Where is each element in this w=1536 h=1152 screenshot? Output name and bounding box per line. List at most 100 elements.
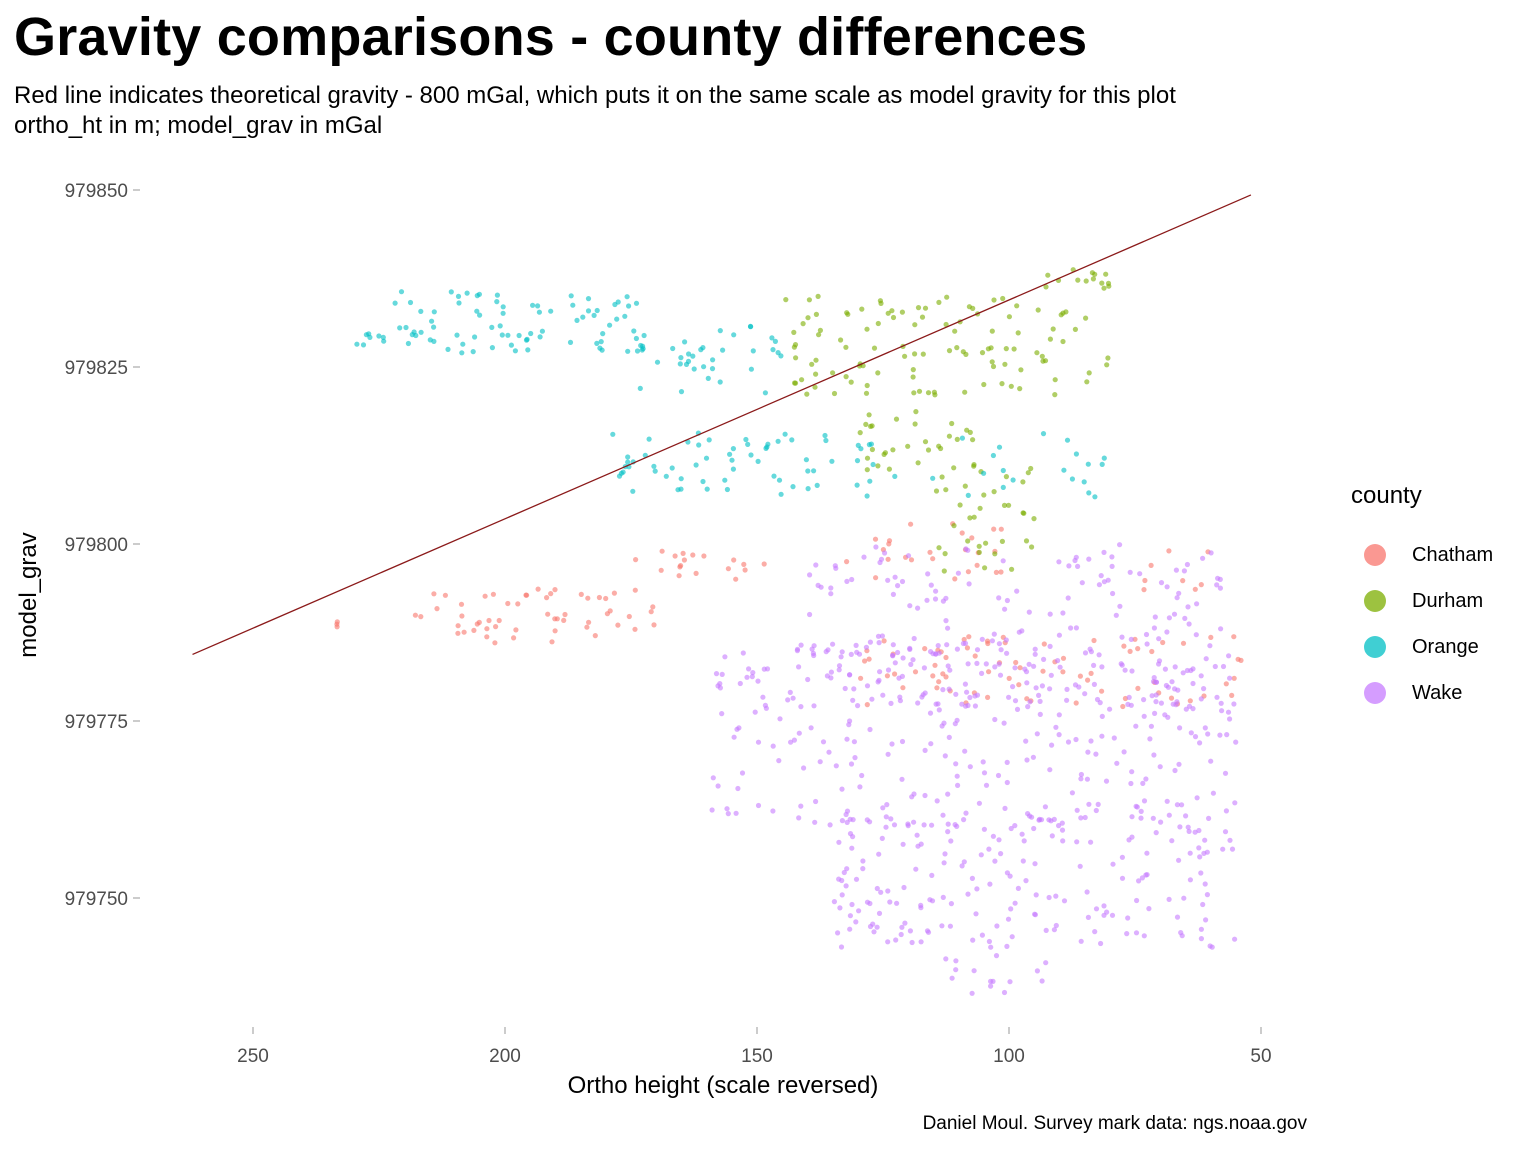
data-point-chatham bbox=[1006, 675, 1012, 682]
data-point-wake bbox=[1157, 764, 1163, 770]
data-point-orange bbox=[612, 301, 618, 308]
data-point-wake bbox=[1074, 839, 1080, 845]
data-point-wake bbox=[1049, 833, 1055, 839]
data-point-orange bbox=[625, 348, 631, 354]
data-point-chatham bbox=[1041, 641, 1047, 647]
data-point-durham bbox=[1045, 272, 1051, 278]
data-point-orange bbox=[729, 457, 735, 463]
data-point-chatham bbox=[733, 576, 739, 582]
data-point-orange bbox=[637, 385, 643, 391]
data-point-chatham bbox=[998, 526, 1004, 532]
data-point-wake bbox=[852, 755, 858, 761]
data-point-wake bbox=[1026, 609, 1032, 615]
data-point-wake bbox=[1134, 897, 1140, 904]
data-point-orange bbox=[663, 473, 669, 479]
data-point-wake bbox=[1222, 829, 1229, 835]
data-point-orange bbox=[731, 332, 737, 338]
legend-title: county bbox=[1351, 482, 1422, 509]
data-point-wake bbox=[901, 884, 907, 891]
data-point-wake bbox=[1016, 629, 1022, 635]
data-point-wake bbox=[1110, 861, 1116, 867]
data-point-wake bbox=[1202, 725, 1208, 731]
data-point-durham bbox=[857, 430, 863, 436]
data-point-wake bbox=[942, 851, 948, 857]
data-point-orange bbox=[854, 458, 861, 464]
data-point-durham bbox=[936, 443, 942, 449]
data-point-orange bbox=[722, 477, 728, 483]
data-point-orange bbox=[616, 473, 623, 479]
data-point-durham bbox=[843, 374, 849, 380]
data-point-wake bbox=[1065, 595, 1071, 601]
data-point-wake bbox=[752, 709, 758, 715]
data-point-orange bbox=[494, 292, 500, 298]
data-point-wake bbox=[1007, 979, 1013, 985]
data-point-wake bbox=[1121, 749, 1127, 755]
data-point-orange bbox=[568, 293, 574, 299]
data-point-wake bbox=[843, 883, 849, 889]
data-point-chatham bbox=[659, 548, 665, 554]
data-point-wake bbox=[839, 892, 845, 898]
data-point-wake bbox=[1107, 706, 1113, 712]
data-point-wake bbox=[1128, 780, 1134, 787]
data-point-orange bbox=[380, 334, 386, 340]
data-point-wake bbox=[929, 872, 935, 879]
series-chatham bbox=[334, 521, 1244, 710]
data-point-wake bbox=[1200, 555, 1206, 561]
data-point-chatham bbox=[680, 550, 686, 557]
data-point-durham bbox=[1021, 510, 1027, 516]
data-point-orange bbox=[409, 332, 415, 338]
data-point-orange bbox=[459, 350, 465, 356]
data-point-wake bbox=[878, 889, 884, 895]
data-point-wake bbox=[1001, 720, 1007, 726]
data-point-wake bbox=[918, 939, 924, 945]
data-point-wake bbox=[892, 574, 898, 580]
data-point-wake bbox=[972, 703, 979, 709]
data-point-wake bbox=[867, 726, 873, 733]
data-point-wake bbox=[842, 685, 848, 692]
data-point-wake bbox=[970, 937, 976, 943]
data-point-wake bbox=[1144, 850, 1150, 856]
data-point-wake bbox=[811, 703, 817, 709]
data-point-wake bbox=[1192, 829, 1198, 835]
data-point-chatham bbox=[965, 569, 972, 575]
data-point-wake bbox=[900, 841, 906, 847]
data-point-wake bbox=[996, 641, 1003, 647]
data-point-durham bbox=[1089, 270, 1095, 276]
data-point-wake bbox=[899, 578, 906, 585]
data-point-wake bbox=[1037, 711, 1043, 718]
data-point-orange bbox=[782, 431, 788, 437]
data-point-wake bbox=[1183, 813, 1189, 819]
data-point-durham bbox=[967, 515, 973, 521]
data-point-orange bbox=[528, 330, 534, 337]
data-point-wake bbox=[854, 649, 860, 655]
data-point-durham bbox=[830, 370, 836, 376]
data-point-chatham bbox=[932, 662, 938, 668]
data-point-durham bbox=[992, 551, 998, 557]
data-point-chatham bbox=[858, 675, 864, 681]
data-point-orange bbox=[631, 328, 637, 334]
data-point-durham bbox=[922, 305, 929, 311]
data-point-chatham bbox=[690, 552, 696, 558]
data-point-wake bbox=[876, 910, 883, 917]
data-point-wake bbox=[1057, 664, 1063, 670]
data-point-wake bbox=[844, 578, 850, 585]
data-point-wake bbox=[877, 669, 883, 675]
data-point-wake bbox=[853, 919, 859, 925]
data-point-wake bbox=[1214, 694, 1220, 700]
data-point-orange bbox=[472, 334, 478, 340]
data-point-wake bbox=[895, 649, 901, 656]
data-point-wake bbox=[1122, 667, 1128, 673]
data-point-wake bbox=[1206, 815, 1212, 822]
data-point-chatham bbox=[693, 570, 699, 577]
data-point-chatham bbox=[515, 601, 521, 607]
data-point-orange bbox=[477, 312, 483, 318]
data-point-wake bbox=[897, 694, 903, 700]
data-point-orange bbox=[762, 390, 769, 396]
data-point-durham bbox=[941, 568, 947, 574]
data-point-wake bbox=[1219, 708, 1225, 714]
data-point-wake bbox=[996, 595, 1002, 601]
data-point-orange bbox=[1081, 479, 1087, 485]
data-point-wake bbox=[976, 800, 983, 806]
y-tick-label: 979775 bbox=[65, 712, 128, 733]
data-point-orange bbox=[505, 332, 511, 338]
